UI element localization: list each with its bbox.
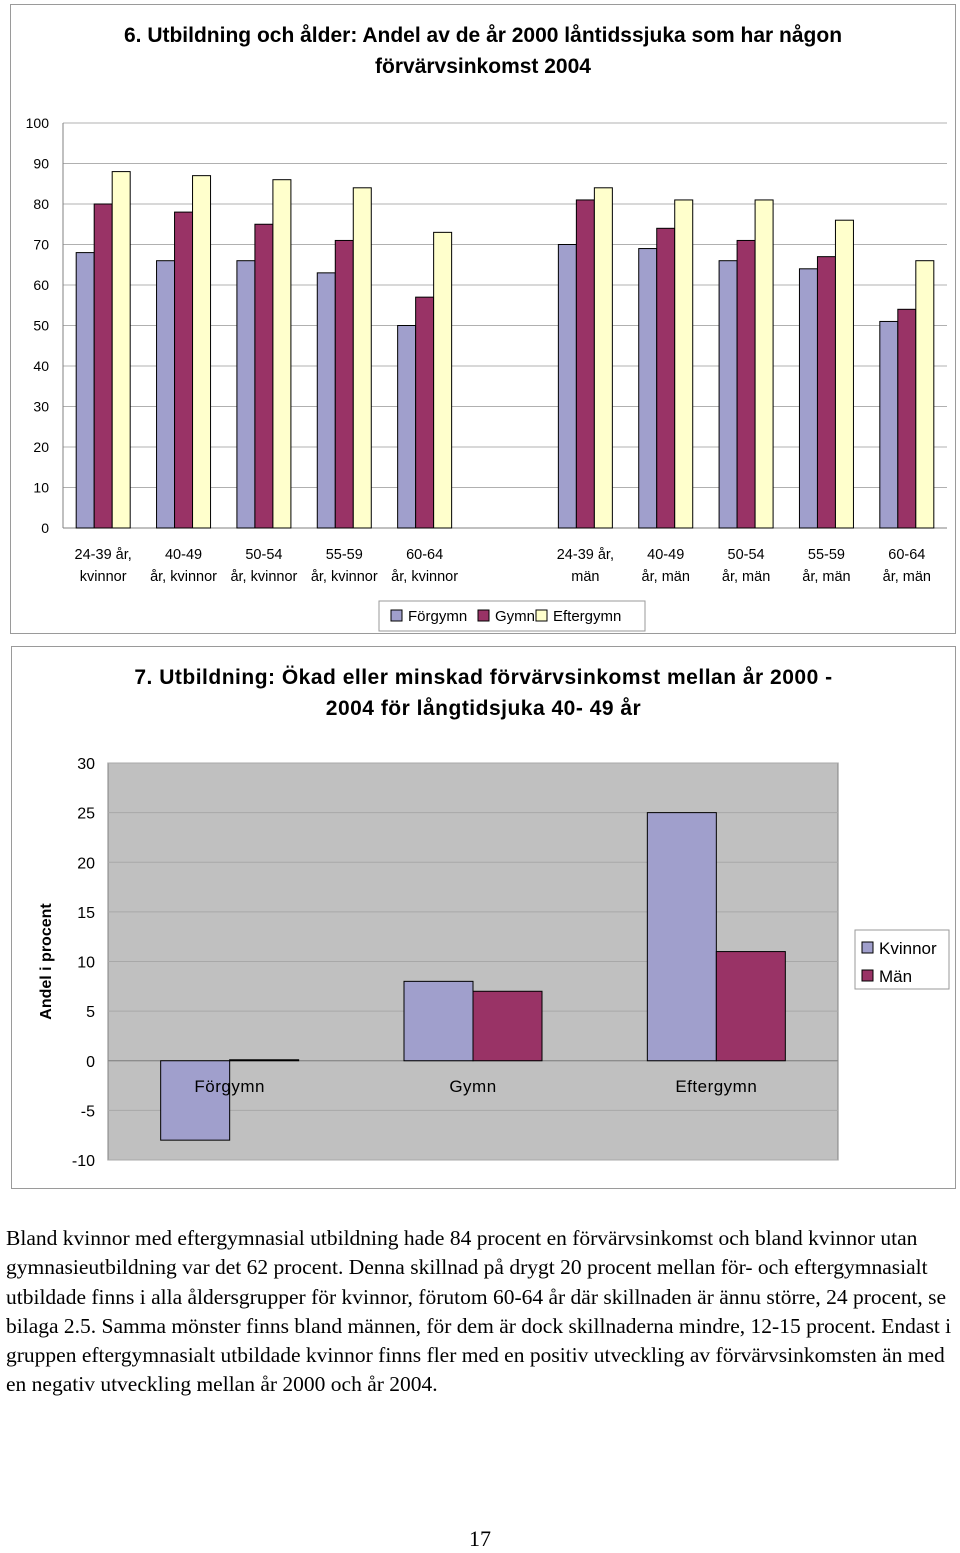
legend-swatch [535, 609, 548, 622]
bar [229, 1059, 300, 1062]
bar [160, 1060, 231, 1141]
bar [433, 231, 453, 529]
bar [174, 211, 194, 529]
legend-swatch [477, 609, 490, 622]
legend-label: Gymn [495, 608, 535, 625]
bar [316, 272, 336, 529]
legend-label: Eftergymn [553, 608, 621, 625]
y-tick-label: 20 [33, 439, 49, 455]
x-tick-label: 60-64 [406, 547, 443, 563]
y-tick-label: -5 [81, 1103, 95, 1120]
y-tick-label: 25 [77, 806, 95, 823]
y-tick-label: 20 [77, 855, 95, 872]
x-tick-label: 24-39 år, [75, 547, 132, 563]
x-tick-label: 55-59 [808, 547, 845, 563]
bar [557, 244, 577, 529]
y-tick-label: 15 [77, 905, 95, 922]
y-tick-label: 90 [33, 156, 49, 172]
body-paragraph: Bland kvinnor med eftergymnasial utbildn… [6, 1226, 952, 1397]
x-tick-label: år, kvinnor [311, 569, 378, 585]
bar [656, 227, 676, 529]
chart-title: 6. Utbildning och ålder: Andel av de år … [123, 24, 843, 78]
bar [352, 187, 372, 529]
income-change-chart: 7. Utbildning: Ökad eller minskad förvär… [11, 646, 956, 1189]
x-tick-label: 50-54 [245, 547, 282, 563]
bar [254, 223, 274, 529]
chart-plot: -10 -5 0 5 10 15 20 25 30 Förgymn Gymn Eftergymn And… [38, 756, 950, 1170]
y-tick-label: 80 [33, 196, 49, 212]
bar [472, 990, 543, 1062]
page-number: 17 [469, 1526, 491, 1551]
x-tick-label: 50-54 [728, 547, 765, 563]
y-tick-label: 40 [33, 358, 49, 374]
bar [754, 199, 774, 529]
y-tick-label: -10 [72, 1153, 95, 1170]
y-tick-label: 10 [77, 955, 95, 972]
x-tick-label: år, män [883, 569, 931, 585]
y-axis-label: Andel i procent [38, 903, 55, 1020]
bar [674, 199, 694, 529]
bar [334, 239, 354, 529]
bar [798, 268, 818, 529]
x-tick-label: år, kvinnor [150, 569, 217, 585]
x-tick-label: 40-49 [647, 547, 684, 563]
bar [575, 199, 595, 529]
x-tick-label: år, män [642, 569, 690, 585]
bar [718, 260, 738, 529]
x-tick-label: 24-39 år, [557, 547, 614, 563]
bar [75, 252, 95, 529]
x-tick-label: Gymn [449, 1077, 496, 1096]
legend-swatch [861, 969, 874, 982]
legend-label: Kvinnor [879, 939, 937, 958]
legend-swatch [390, 609, 403, 622]
x-tick-label: Förgymn [194, 1077, 265, 1096]
y-tick-label: 50 [33, 318, 49, 334]
bar [403, 980, 474, 1062]
x-tick-label: år, kvinnor [230, 569, 297, 585]
y-tick-label: 5 [86, 1004, 95, 1021]
bar [593, 187, 613, 529]
bar [272, 179, 292, 529]
y-tick-label: 60 [33, 277, 49, 293]
x-tick-label: Eftergymn [675, 1077, 757, 1096]
bar [736, 239, 756, 529]
y-tick-label: 0 [41, 520, 49, 536]
x-tick-label: 55-59 [326, 547, 363, 563]
legend-label: Män [879, 967, 912, 986]
bar [816, 256, 836, 529]
bar [415, 296, 435, 529]
bar [834, 219, 854, 529]
bar [236, 260, 256, 529]
bar [897, 308, 917, 529]
bar [93, 203, 113, 529]
y-tick-label: 100 [26, 115, 50, 131]
chart-plot: 0 10 20 30 40 50 60 70 80 90 100 24-39 år, kvinnor 40… [26, 115, 947, 632]
bar [638, 248, 658, 529]
education-age-chart: 6. Utbildning och ålder: Andel av de år … [10, 4, 956, 634]
legend-swatch [861, 941, 874, 954]
legend [378, 600, 646, 632]
y-tick-label: 30 [77, 756, 95, 773]
y-tick-label: 70 [33, 237, 49, 253]
x-tick-label: män [571, 569, 599, 585]
bar [879, 320, 899, 529]
x-tick-label: kvinnor [80, 569, 127, 585]
y-tick-label: 0 [86, 1054, 95, 1071]
y-tick-label: 30 [33, 399, 49, 415]
bar [156, 260, 176, 529]
bar [192, 175, 212, 529]
bar [915, 260, 935, 529]
bar [111, 171, 131, 529]
chart-title: 7. Utbildning: Ökad eller minskad förvär… [134, 666, 833, 720]
legend-label: Förgymn [408, 608, 467, 625]
bar [646, 812, 717, 1062]
bar [715, 951, 786, 1062]
y-tick-label: 10 [33, 480, 49, 496]
x-tick-label: år, män [802, 569, 850, 585]
x-tick-label: år, kvinnor [391, 569, 458, 585]
x-tick-label: 40-49 [165, 547, 202, 563]
bar [397, 325, 417, 529]
x-tick-label: år, män [722, 569, 770, 585]
x-tick-label: 60-64 [888, 547, 925, 563]
